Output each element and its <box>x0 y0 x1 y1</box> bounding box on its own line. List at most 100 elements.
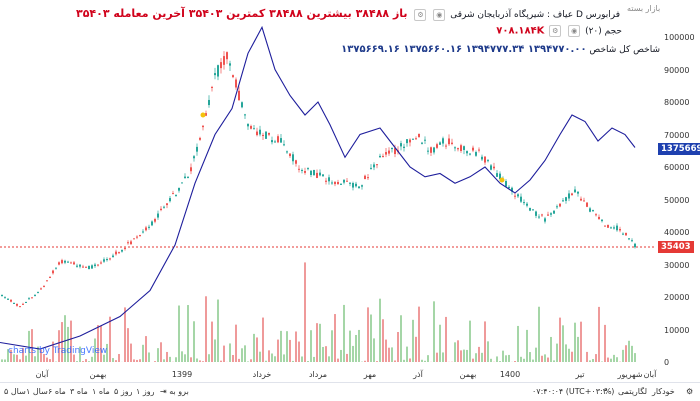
candle-body <box>568 193 570 198</box>
volume-bar <box>373 338 375 362</box>
volume-bar <box>469 321 471 362</box>
volume-bar <box>421 360 423 362</box>
candle-body <box>70 263 72 264</box>
volume-bar <box>208 354 210 362</box>
volume-bar <box>118 354 120 362</box>
candle-body <box>118 252 120 253</box>
candle-body <box>184 177 186 178</box>
volume-bar <box>1 359 3 362</box>
candle-body <box>580 199 582 201</box>
candle-body <box>385 152 387 155</box>
candle-body <box>97 265 99 266</box>
range-5y[interactable]: ۵ سال <box>4 387 26 396</box>
volume-bar <box>544 354 546 362</box>
volume-bar <box>541 356 543 362</box>
candle-body <box>292 154 294 161</box>
volume-bar <box>307 361 309 362</box>
candle-body <box>277 136 279 142</box>
candle-body <box>85 267 87 268</box>
candle-body <box>613 227 615 228</box>
range-3m[interactable]: ۳ ماه <box>70 387 88 396</box>
volume-bar <box>88 361 90 362</box>
candle-body <box>166 203 168 205</box>
range-1d[interactable]: ۱ روز <box>136 387 154 396</box>
candle-body <box>535 211 537 215</box>
volume-bar <box>355 335 357 362</box>
candle-body <box>247 124 249 126</box>
volume-bar <box>589 360 591 362</box>
volume-bar <box>520 357 522 362</box>
index-price-tag: 1375669.16 <box>658 143 700 155</box>
volume-bar <box>475 353 477 362</box>
volume-bar <box>220 361 222 362</box>
time-tick: بهمن <box>90 370 107 379</box>
volume-bar <box>190 357 192 362</box>
auto-toggle[interactable]: خودکار <box>652 387 675 396</box>
candle-body <box>430 147 432 153</box>
volume-bar <box>91 357 93 362</box>
volume-bar <box>457 340 459 362</box>
volume-bar <box>433 301 435 362</box>
volume-bar <box>316 323 318 362</box>
volume-bar <box>337 359 339 362</box>
log-toggle[interactable]: لگاریتمی <box>618 387 647 396</box>
volume-bar <box>478 347 480 362</box>
index-line <box>0 27 635 349</box>
range-5d[interactable]: ۵ روز <box>114 387 132 396</box>
volume-bar <box>217 300 219 362</box>
volume-bar <box>49 359 51 362</box>
volume-bar <box>280 331 282 362</box>
candle-body <box>196 147 198 152</box>
candle-body <box>208 100 210 105</box>
percent-toggle[interactable]: % <box>604 387 612 396</box>
candle-body <box>508 187 510 188</box>
candle-body <box>139 235 141 236</box>
candle-body <box>10 300 12 302</box>
candle-body <box>253 128 255 129</box>
candle-body <box>352 183 354 188</box>
range-1m[interactable]: ۱ ماه <box>92 387 110 396</box>
price-chart[interactable] <box>0 0 656 370</box>
candle-body <box>424 140 426 141</box>
candle-body <box>628 238 630 239</box>
volume-bar <box>4 360 6 362</box>
volume-bar <box>439 325 441 362</box>
volume-bar <box>634 353 636 362</box>
volume-bar <box>184 354 186 362</box>
goto-date-button[interactable]: ⇥ برو به <box>160 387 189 396</box>
candle-body <box>334 182 336 184</box>
volume-bar <box>484 321 486 362</box>
volume-bar <box>466 350 468 362</box>
time-tick: تیر <box>575 370 584 379</box>
candle-body <box>94 265 96 267</box>
candle-body <box>124 248 126 249</box>
range-6m[interactable]: ۶ ماه <box>48 387 66 396</box>
volume-bar <box>523 359 525 362</box>
candle-body <box>574 190 576 193</box>
volume-bar <box>526 330 528 362</box>
range-1y[interactable]: ۱ سال <box>26 387 48 396</box>
volume-bar <box>340 350 342 362</box>
candle-body <box>304 171 306 173</box>
volume-bar <box>442 352 444 362</box>
volume-bar <box>529 352 531 362</box>
volume-bar <box>301 356 303 362</box>
volume-bar <box>592 359 594 362</box>
candle-body <box>31 297 33 298</box>
settings-icon[interactable]: ⚙ <box>686 387 693 396</box>
volume-bar <box>244 345 246 362</box>
volume-bar <box>532 360 534 362</box>
candle-body <box>403 147 405 148</box>
candle-body <box>22 304 24 305</box>
volume-bar <box>178 306 180 362</box>
candle-body <box>61 260 63 263</box>
tradingview-watermark[interactable]: charts by TradingView <box>8 346 107 356</box>
last-price-tag: 35403 <box>658 241 694 253</box>
candle-body <box>202 126 204 127</box>
candle-body <box>19 306 21 307</box>
volume-bar <box>34 356 36 362</box>
candle-body <box>73 262 75 264</box>
candle-body <box>376 164 378 165</box>
